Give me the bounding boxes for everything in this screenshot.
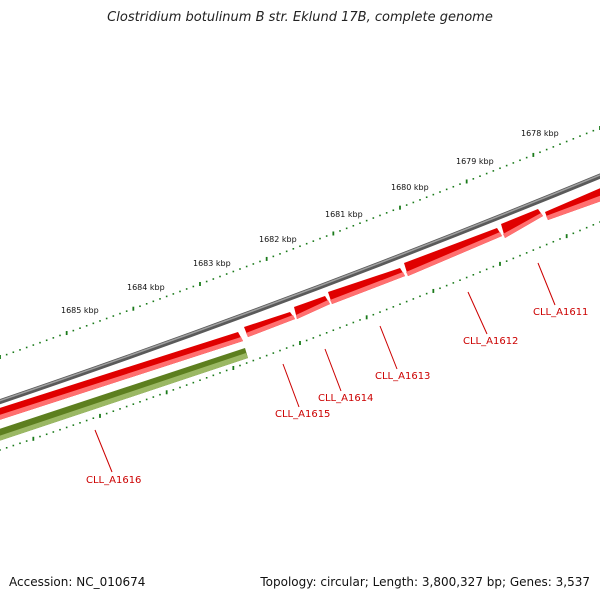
kbp-label: 1679 kbp	[456, 157, 494, 166]
kbp-label: 1682 kbp	[259, 235, 297, 244]
reverse-strand-genes	[0, 348, 248, 441]
kbp-label: 1680 kbp	[391, 183, 429, 192]
gene-label[interactable]: CLL_A1612	[463, 336, 518, 347]
kbp-label: 1683 kbp	[193, 259, 231, 268]
gene-labels: CLL_A1611 CLL_A1612 CLL_A1613 CLL_A1614 …	[86, 307, 588, 486]
outer-tick-ring	[0, 126, 600, 359]
kbp-label: 1681 kbp	[325, 210, 363, 219]
gene-callouts	[94, 262, 556, 473]
map-title: Clostridium botulinum B str. Eklund 17B,…	[107, 10, 493, 25]
kbp-label: 1685 kbp	[61, 306, 99, 315]
gene-label[interactable]: CLL_A1613	[375, 371, 430, 382]
genome-summary-text: Topology: circular; Length: 3,800,327 bp…	[260, 575, 590, 589]
accession-text: Accession: NC_010674	[9, 575, 146, 589]
genome-backbone	[0, 173, 600, 405]
gene-label[interactable]: CLL_A1611	[533, 307, 588, 318]
inner-tick-ring	[0, 221, 600, 451]
gene-label[interactable]: CLL_A1614	[318, 393, 373, 404]
forward-strand-genes	[0, 188, 600, 420]
kbp-label: 1684 kbp	[127, 283, 165, 292]
gene-label[interactable]: CLL_A1615	[275, 409, 330, 420]
kbp-labels: 1678 kbp 1679 kbp 1680 kbp 1681 kbp 1682…	[61, 129, 559, 315]
gene-label[interactable]: CLL_A1616	[86, 475, 141, 486]
kbp-label: 1678 kbp	[521, 129, 559, 138]
